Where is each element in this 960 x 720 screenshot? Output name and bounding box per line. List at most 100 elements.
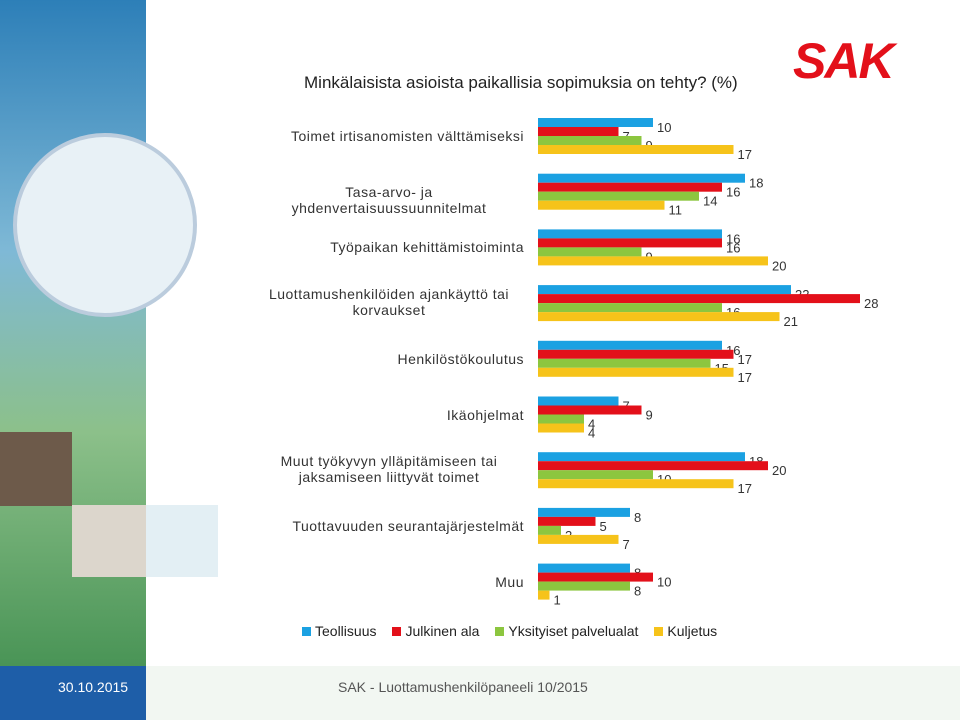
bar	[538, 507, 630, 517]
legend-item: Teollisuus	[302, 623, 376, 639]
value-label: 8	[634, 584, 641, 599]
bar	[538, 182, 722, 192]
legend: Teollisuus Julkinen ala Yksityiset palvelu…	[302, 623, 717, 639]
bar	[538, 581, 630, 591]
value-label: 17	[738, 370, 752, 385]
value-label: 11	[669, 203, 683, 218]
category-label: Luottamushenkilöiden ajankäyttö tai korv…	[224, 286, 524, 318]
category-label: Tuottavuuden seurantajärjestelmät	[224, 518, 524, 534]
bar	[538, 285, 791, 295]
value-label: 21	[784, 314, 798, 329]
value-label: 9	[646, 408, 653, 423]
category-label: Muut työkyvyn ylläpitämiseen tai jaksami…	[224, 453, 524, 485]
logo: SAK	[793, 33, 895, 89]
bar	[538, 312, 780, 322]
category-label: Toimet irtisanomisten välttämiseksi	[224, 128, 524, 144]
footer-date: 30.10.2015	[58, 679, 129, 695]
bar	[538, 136, 642, 145]
bar	[538, 414, 584, 424]
bar	[538, 470, 653, 480]
bar	[538, 367, 734, 377]
bar	[538, 229, 722, 239]
bar	[538, 349, 734, 359]
value-label: 17	[738, 352, 752, 367]
value-label: 8	[634, 510, 641, 525]
legend-swatch	[392, 626, 402, 636]
legend-swatch	[654, 626, 664, 636]
legend-item: Yksityiset palvelualat	[495, 623, 638, 639]
category-label: Työpaikan kehittämistoiminta	[224, 239, 524, 255]
bar	[538, 516, 596, 526]
bar	[538, 461, 768, 471]
bar	[538, 173, 745, 183]
bar	[538, 247, 642, 257]
category-label: Muu	[224, 574, 524, 590]
category-label: Ikäohjelmat	[224, 407, 524, 423]
value-label: 1	[554, 593, 561, 608]
value-label: 18	[749, 176, 763, 191]
value-label: 16	[726, 240, 740, 255]
value-label: 20	[772, 463, 786, 478]
legend-label: Julkinen ala	[405, 623, 480, 639]
value-label: 17	[738, 147, 752, 162]
category-text: Tasa-arvo- ja yhdenvertaisuussuunnitelma…	[291, 183, 487, 216]
value-label: 14	[703, 194, 717, 209]
bar	[538, 118, 653, 127]
bar	[538, 340, 722, 350]
bar	[538, 452, 745, 462]
category-text: Henkilöstökoulutus	[397, 350, 524, 367]
photo	[0, 432, 72, 506]
bar	[538, 396, 619, 406]
legend-item: Julkinen ala	[392, 623, 479, 639]
bar	[538, 127, 619, 136]
bar	[538, 572, 653, 582]
value-label: 5	[600, 519, 607, 534]
category-text: Työpaikan kehittämistoiminta	[330, 239, 524, 256]
legend-swatch	[495, 626, 505, 636]
value-label: 4	[588, 426, 595, 441]
category-text: Muut työkyvyn ylläpitämiseen tai jaksami…	[280, 453, 498, 486]
category-text: Muu	[495, 573, 524, 590]
legend-label: Yksityiset palvelualat	[508, 623, 639, 639]
legend-label: Kuljetus	[667, 623, 718, 639]
bar	[538, 563, 630, 573]
legend-swatch	[302, 626, 311, 636]
chart-title: Minkälaisista asioista paikallisia sopim…	[304, 73, 738, 92]
value-label: 16	[726, 185, 740, 200]
value-label: 7	[623, 537, 630, 552]
bar	[538, 358, 711, 368]
category-label: Tasa-arvo- ja yhdenvertaisuussuunnitelma…	[224, 184, 524, 216]
photo-circle	[13, 133, 197, 317]
value-label: 10	[657, 575, 671, 590]
bar	[538, 479, 734, 489]
category-text: Tuottavuuden seurantajärjestelmät	[292, 517, 524, 534]
bar	[538, 191, 699, 201]
bar	[538, 405, 642, 415]
bar	[538, 534, 619, 544]
category-text: Ikäohjelmat	[446, 406, 524, 423]
footer-date-bg	[0, 666, 146, 720]
value-label: 4	[588, 417, 595, 432]
legend-item: Kuljetus	[654, 623, 717, 639]
bar	[538, 423, 584, 433]
category-label: Henkilöstökoulutus	[224, 351, 524, 367]
bar	[538, 145, 734, 154]
value-label: 28	[864, 296, 878, 311]
footer-source: SAK - Luottamushenkilöpaneeli 10/2015	[338, 679, 588, 695]
value-label: 10	[657, 120, 671, 135]
legend-label: Teollisuus	[315, 623, 377, 639]
category-text: Toimet irtisanomisten välttämiseksi	[290, 128, 524, 144]
bar	[538, 256, 768, 266]
bar	[538, 590, 550, 600]
bar	[538, 303, 722, 313]
photo-tile	[146, 505, 218, 577]
bar	[538, 294, 860, 304]
bar	[538, 238, 722, 248]
bar	[538, 525, 561, 535]
category-text: Luottamushenkilöiden ajankäyttö tai korv…	[268, 286, 510, 319]
value-label: 20	[772, 258, 786, 273]
value-label: 17	[738, 481, 752, 496]
side-panel	[0, 0, 146, 720]
